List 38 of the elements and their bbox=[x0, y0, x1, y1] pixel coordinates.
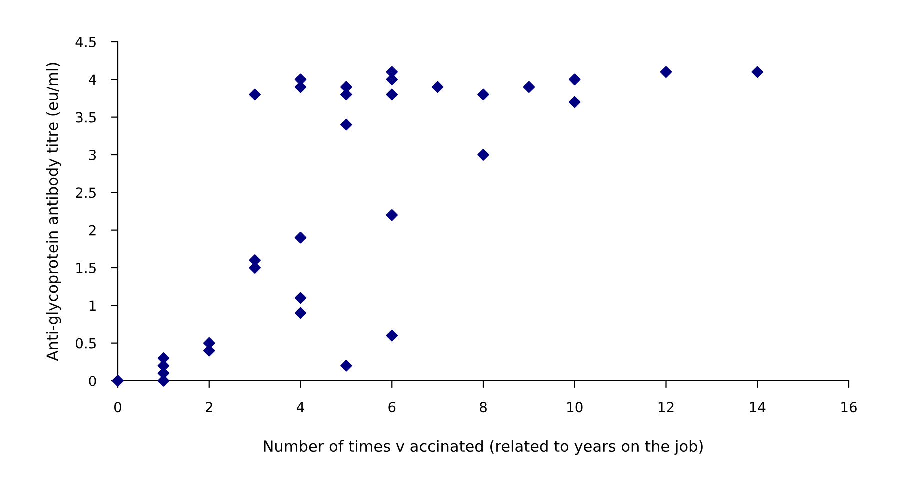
point bbox=[249, 88, 261, 101]
point bbox=[568, 96, 581, 108]
point bbox=[478, 88, 490, 101]
point bbox=[432, 81, 444, 94]
x-tick-label: 14 bbox=[750, 402, 766, 412]
point bbox=[294, 232, 307, 244]
point bbox=[386, 209, 398, 222]
point bbox=[660, 66, 672, 78]
y-tick-label: 3.5 bbox=[76, 112, 96, 123]
point bbox=[386, 330, 398, 342]
point bbox=[568, 74, 581, 86]
point bbox=[386, 88, 398, 101]
point bbox=[752, 66, 764, 78]
y-tick-label: 0 bbox=[89, 376, 96, 386]
x-tick-label: 10 bbox=[568, 402, 583, 413]
x-tick-label: 4 bbox=[297, 402, 304, 412]
x-tick-label: 6 bbox=[388, 402, 396, 413]
point bbox=[294, 292, 307, 304]
point bbox=[340, 118, 352, 131]
y-tick-label: 2.5 bbox=[76, 188, 96, 198]
point bbox=[523, 81, 536, 94]
y-tick-label: 2 bbox=[89, 225, 96, 236]
y-tick-label: 4 bbox=[89, 74, 96, 85]
x-tick-label: 8 bbox=[480, 402, 487, 413]
y-tick-label: 3 bbox=[89, 150, 96, 160]
y-tick-label: 1 bbox=[90, 300, 96, 311]
x-tick-label: 2 bbox=[206, 402, 212, 412]
y-axis-title: Anti-glycoprotein antibody titre (eu/ml) bbox=[46, 63, 62, 362]
x-axis-title: Number of times v accinated (related to years on the job) bbox=[264, 440, 703, 456]
x-tick-label: 0 bbox=[114, 402, 122, 413]
y-tick-label: 1.5 bbox=[76, 263, 96, 274]
point bbox=[294, 307, 307, 320]
y-tick-label: 4.5 bbox=[76, 37, 96, 48]
point bbox=[340, 360, 352, 372]
y-tick-label: 0.5 bbox=[76, 338, 96, 349]
x-tick-label: 16 bbox=[842, 402, 857, 413]
x-tick-label: 12 bbox=[658, 402, 674, 412]
point bbox=[478, 149, 490, 161]
